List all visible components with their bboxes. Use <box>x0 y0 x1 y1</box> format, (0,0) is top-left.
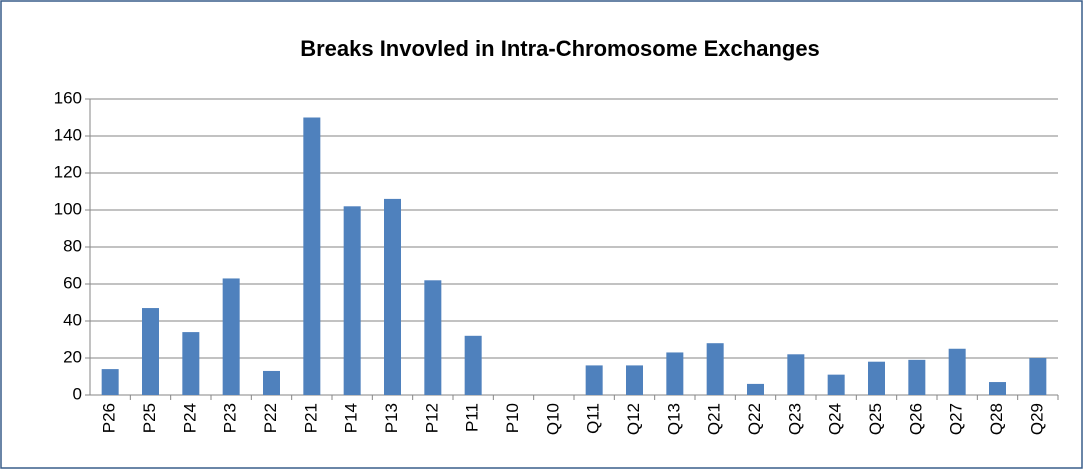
y-tick-label: 20 <box>63 347 82 366</box>
bar <box>142 308 159 395</box>
bar <box>747 383 764 395</box>
x-tick-label: Q13 <box>664 403 683 435</box>
y-tick-label: 40 <box>63 310 82 329</box>
bar <box>222 278 240 395</box>
bar <box>989 382 1006 395</box>
y-tick-label: 140 <box>54 125 82 144</box>
bar <box>424 280 442 395</box>
x-tick-label: Q27 <box>947 403 966 435</box>
x-tick-label: P24 <box>180 403 199 433</box>
y-tick-label: 120 <box>54 162 82 181</box>
x-tick-label: Q21 <box>705 403 724 435</box>
bar <box>585 365 603 395</box>
x-tick-label: P10 <box>503 403 522 433</box>
x-tick-label: Q24 <box>826 403 845 435</box>
x-tick-label: P25 <box>140 403 159 433</box>
x-tick-label: P13 <box>382 403 401 433</box>
x-tick-label: Q11 <box>584 403 603 434</box>
x-tick-label: Q23 <box>785 403 804 435</box>
bar <box>787 354 805 395</box>
bar <box>464 335 482 395</box>
bar <box>908 359 926 395</box>
x-tick-label: P22 <box>261 403 280 433</box>
bar <box>101 369 119 395</box>
x-tick-label: Q28 <box>987 403 1006 435</box>
y-tick-label: 60 <box>63 273 82 292</box>
bar <box>263 370 280 395</box>
x-tick-label: P12 <box>422 403 441 433</box>
bar <box>706 343 724 395</box>
bar <box>303 117 321 395</box>
x-tick-label: P14 <box>342 403 361 433</box>
x-tick-label: P21 <box>301 403 320 433</box>
bar <box>384 198 401 395</box>
x-tick-label: P11 <box>463 403 482 432</box>
bar <box>948 348 966 395</box>
bar <box>626 365 643 395</box>
x-tick-label: Q22 <box>745 403 764 435</box>
chart-title: Breaks Invovled in Intra-Chromosome Exch… <box>300 36 820 61</box>
x-tick-label: Q26 <box>906 403 925 435</box>
bar <box>827 374 845 395</box>
x-tick-label: P23 <box>221 403 240 433</box>
y-tick-label: 0 <box>73 384 82 403</box>
x-tick-label: Q25 <box>866 403 885 435</box>
y-tick-label: 80 <box>63 236 82 255</box>
y-tick-label: 100 <box>54 199 82 218</box>
x-tick-label: Q29 <box>1027 403 1046 435</box>
bar <box>182 332 200 395</box>
y-tick-label: 160 <box>54 88 82 107</box>
bar <box>343 206 361 395</box>
bar <box>1029 358 1047 395</box>
x-tick-label: P26 <box>100 403 119 433</box>
x-tick-label: Q10 <box>543 403 562 435</box>
bar <box>868 361 885 395</box>
bar <box>666 352 684 395</box>
x-tick-label: Q12 <box>624 403 643 435</box>
